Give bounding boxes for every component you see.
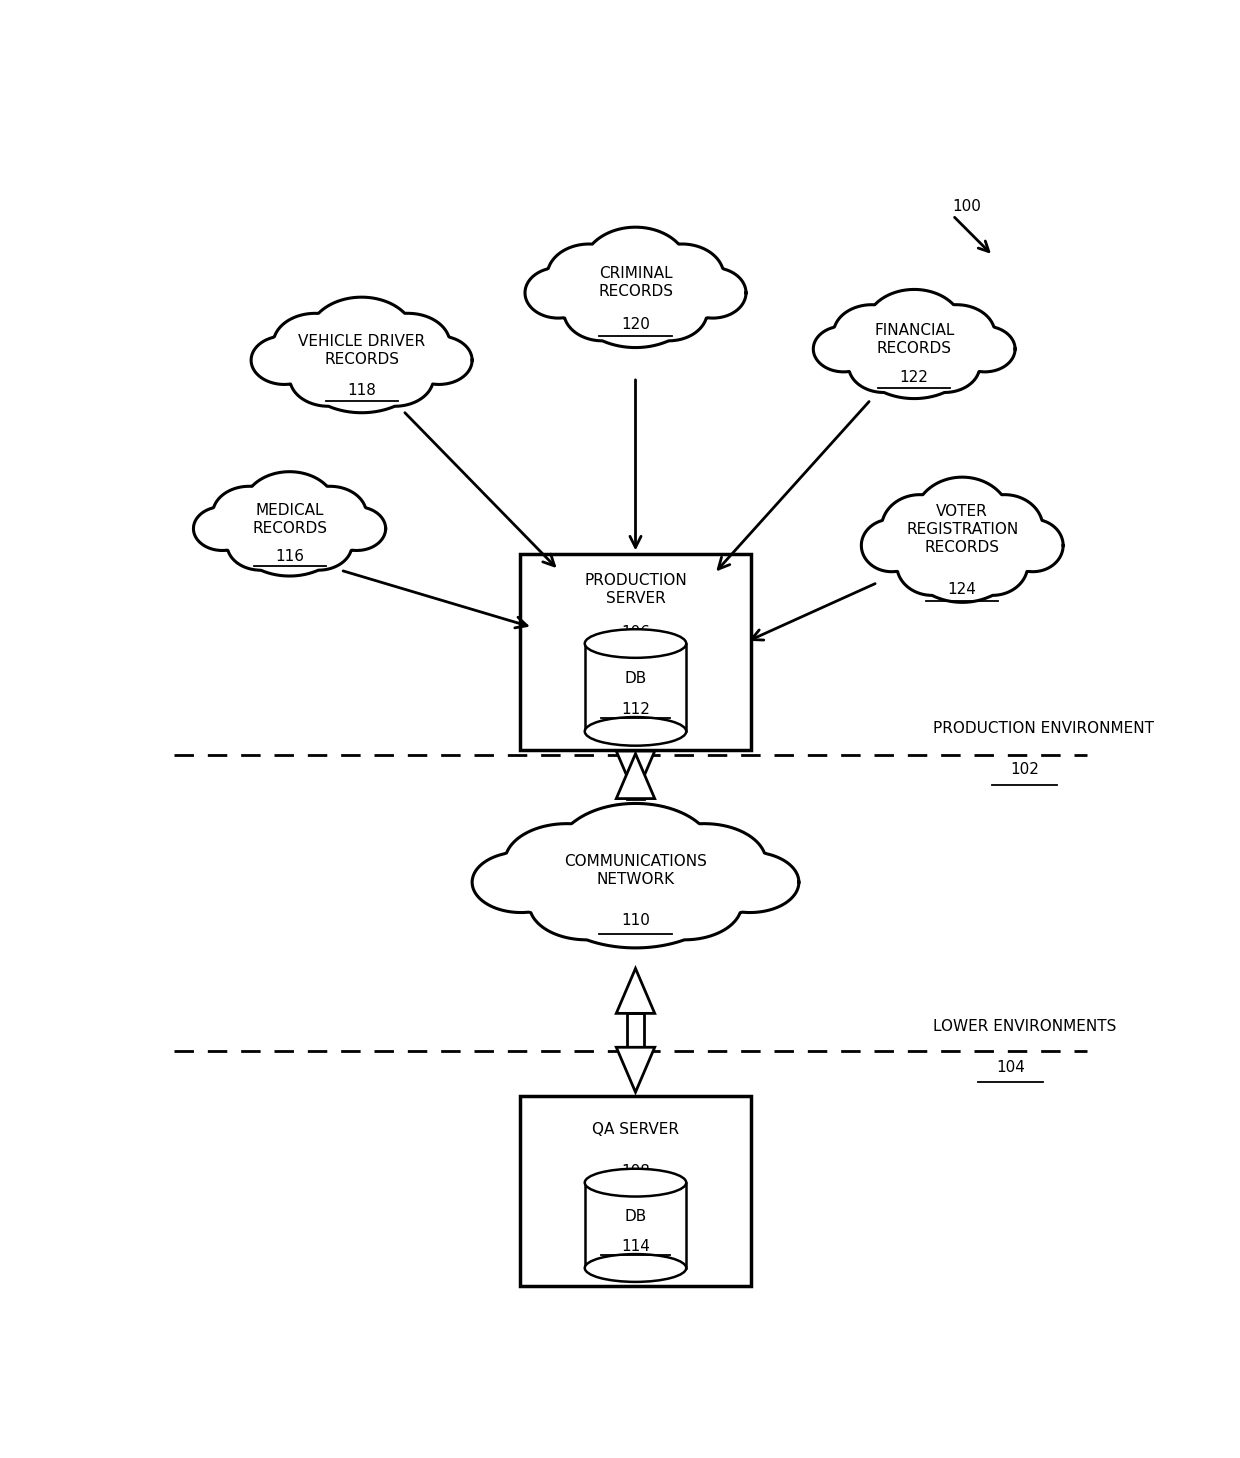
Bar <box>585 1182 686 1268</box>
Text: FINANCIAL
RECORDS: FINANCIAL RECORDS <box>874 324 955 356</box>
Bar <box>521 1095 751 1286</box>
Bar <box>521 554 751 751</box>
Polygon shape <box>616 968 655 1013</box>
Polygon shape <box>616 1047 655 1092</box>
Text: 106: 106 <box>621 625 650 640</box>
Text: 116: 116 <box>275 548 304 564</box>
Text: 104: 104 <box>996 1060 1024 1075</box>
Polygon shape <box>250 297 472 413</box>
Bar <box>627 751 644 799</box>
Text: DB: DB <box>625 1209 646 1225</box>
Ellipse shape <box>585 1254 686 1282</box>
Text: MEDICAL
RECORDS: MEDICAL RECORDS <box>252 503 327 537</box>
Text: VEHICLE DRIVER
RECORDS: VEHICLE DRIVER RECORDS <box>298 334 425 367</box>
Ellipse shape <box>585 717 686 745</box>
Text: PRODUCTION ENVIRONMENT: PRODUCTION ENVIRONMENT <box>934 722 1154 736</box>
Text: 120: 120 <box>621 318 650 332</box>
Polygon shape <box>616 754 655 799</box>
Text: 108: 108 <box>621 1165 650 1180</box>
Text: LOWER ENVIRONMENTS: LOWER ENVIRONMENTS <box>934 1019 1117 1034</box>
Bar <box>627 1013 644 1047</box>
Ellipse shape <box>585 630 686 658</box>
Polygon shape <box>616 751 655 796</box>
Text: PRODUCTION
SERVER: PRODUCTION SERVER <box>584 573 687 605</box>
Polygon shape <box>193 472 386 576</box>
Text: 114: 114 <box>621 1239 650 1254</box>
Text: CRIMINAL
RECORDS: CRIMINAL RECORDS <box>598 267 673 299</box>
Ellipse shape <box>585 1169 686 1197</box>
Polygon shape <box>862 477 1063 602</box>
Polygon shape <box>525 227 746 347</box>
Polygon shape <box>813 290 1016 398</box>
Text: DB: DB <box>625 671 646 687</box>
Polygon shape <box>472 803 799 948</box>
Bar <box>585 643 686 732</box>
Text: 110: 110 <box>621 913 650 929</box>
Text: 118: 118 <box>347 383 376 398</box>
Text: 124: 124 <box>947 582 977 596</box>
Text: QA SERVER: QA SERVER <box>591 1123 680 1137</box>
Text: COMMUNICATIONS
NETWORK: COMMUNICATIONS NETWORK <box>564 853 707 886</box>
Text: VOTER
REGISTRATION
RECORDS: VOTER REGISTRATION RECORDS <box>906 504 1018 555</box>
Text: 100: 100 <box>952 198 982 214</box>
Text: 102: 102 <box>1011 763 1039 777</box>
Text: 112: 112 <box>621 701 650 717</box>
Text: 122: 122 <box>900 370 929 385</box>
